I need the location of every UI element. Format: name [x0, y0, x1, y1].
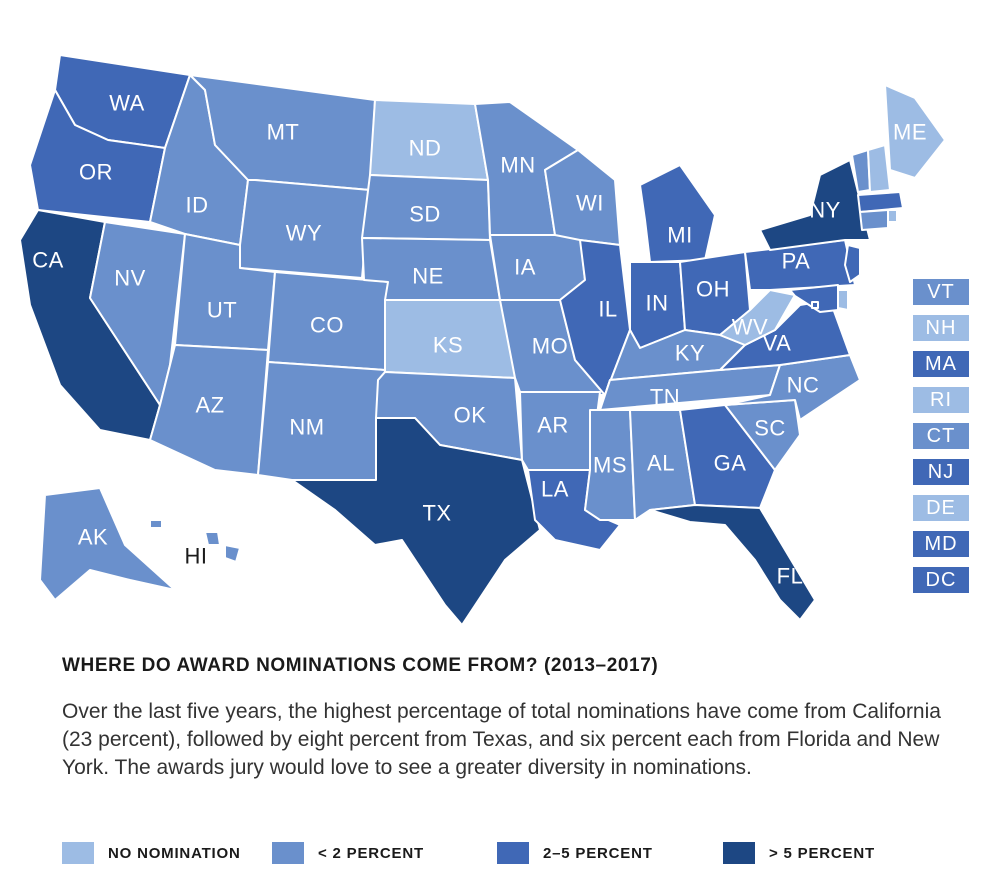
state-label-wi: WI [576, 191, 604, 216]
legend-swatch [272, 842, 304, 864]
state-label-tx: TX [422, 501, 451, 526]
legend-swatch [62, 842, 94, 864]
legend-swatch [723, 842, 755, 864]
state-shapes [19, 54, 946, 626]
state-hi [149, 519, 241, 563]
state-label-ms: MS [593, 453, 627, 478]
state-label-wa: WA [109, 91, 145, 116]
state-label-il: IL [598, 297, 617, 322]
state-label-sd: SD [409, 202, 441, 227]
state-label-ar: AR [537, 413, 569, 438]
legend-item: < 2 PERCENT [272, 840, 424, 866]
key-box-nh: NH [913, 315, 969, 341]
legend-item: 2–5 PERCENT [497, 840, 653, 866]
legend-item: > 5 PERCENT [723, 840, 875, 866]
state-label-ok: OK [454, 403, 487, 428]
state-fl [649, 504, 816, 621]
state-label-ny: NY [809, 198, 841, 223]
legend-label: NO NOMINATION [108, 844, 241, 862]
state-label-id: ID [186, 193, 209, 218]
state-label-al: AL [647, 451, 675, 476]
state-label-nc: NC [787, 373, 820, 398]
state-label-fl: FL [777, 564, 804, 589]
key-box-vt: VT [913, 279, 969, 305]
legend-label: > 5 PERCENT [769, 844, 875, 862]
state-label-ks: KS [433, 333, 463, 358]
key-box-ma: MA [913, 351, 969, 377]
us-map: WA OR CA NV ID MT WY UT AZ CO NM ND SD NE KS OK TX MN IA MO… [19, 54, 946, 626]
state-md [789, 284, 839, 313]
key-box-md: MD [913, 531, 969, 557]
state-label-hi: HI [185, 544, 208, 569]
state-label-ut: UT [207, 298, 237, 323]
state-label-wy: WY [286, 221, 322, 246]
state-nh [867, 144, 891, 193]
state-tx [291, 417, 541, 626]
state-de [837, 289, 849, 311]
state-label-ak: AK [78, 525, 108, 550]
state-label-ga: GA [714, 451, 747, 476]
state-label-sc: SC [754, 416, 786, 441]
state-label-wv: WV [732, 315, 768, 340]
state-dc [811, 301, 819, 309]
state-label-az: AZ [195, 393, 224, 418]
key-box-dc: DC [913, 567, 969, 593]
legend-swatch [497, 842, 529, 864]
state-il [559, 239, 631, 396]
legend-label: 2–5 PERCENT [543, 844, 653, 862]
state-label-mt: MT [267, 120, 300, 145]
state-label-ia: IA [514, 255, 536, 280]
state-label-ne: NE [412, 264, 444, 289]
state-me [884, 84, 946, 179]
key-box-ct: CT [913, 423, 969, 449]
key-box-nj: NJ [913, 459, 969, 485]
legend-label: < 2 PERCENT [318, 844, 424, 862]
state-label-in: IN [646, 291, 669, 316]
state-label-nv: NV [114, 266, 146, 291]
key-box-de: DE [913, 495, 969, 521]
state-label-la: LA [541, 477, 569, 502]
state-label-mn: MN [500, 153, 535, 178]
state-label-nd: ND [409, 136, 442, 161]
state-label-ky: KY [675, 341, 705, 366]
state-ga [679, 404, 776, 509]
state-label-nm: NM [289, 415, 324, 440]
state-label-oh: OH [696, 277, 730, 302]
state-labels: WA OR CA NV ID MT WY UT AZ CO NM ND SD NE KS OK TX MN IA MO… [32, 91, 927, 589]
state-label-or: OR [79, 160, 113, 185]
state-ct [859, 209, 889, 231]
state-label-co: CO [310, 313, 344, 338]
map-description: Over the last five years, the highest pe… [62, 700, 941, 779]
state-label-ca: CA [32, 248, 64, 273]
state-ak [39, 487, 176, 601]
state-label-mo: MO [532, 334, 568, 359]
map-title: WHERE DO AWARD NOMINATIONS COME FROM? (2… [62, 655, 659, 676]
key-box-ri: RI [913, 387, 969, 413]
state-label-tn: TN [650, 385, 680, 410]
state-nj [844, 244, 861, 283]
state-label-pa: PA [782, 249, 811, 274]
legend-item: NO NOMINATION [62, 840, 241, 866]
state-label-va: VA [763, 331, 792, 356]
state-ma [857, 191, 904, 213]
state-label-me: ME [893, 120, 927, 145]
state-label-mi: MI [667, 223, 692, 248]
state-ri [887, 209, 898, 223]
